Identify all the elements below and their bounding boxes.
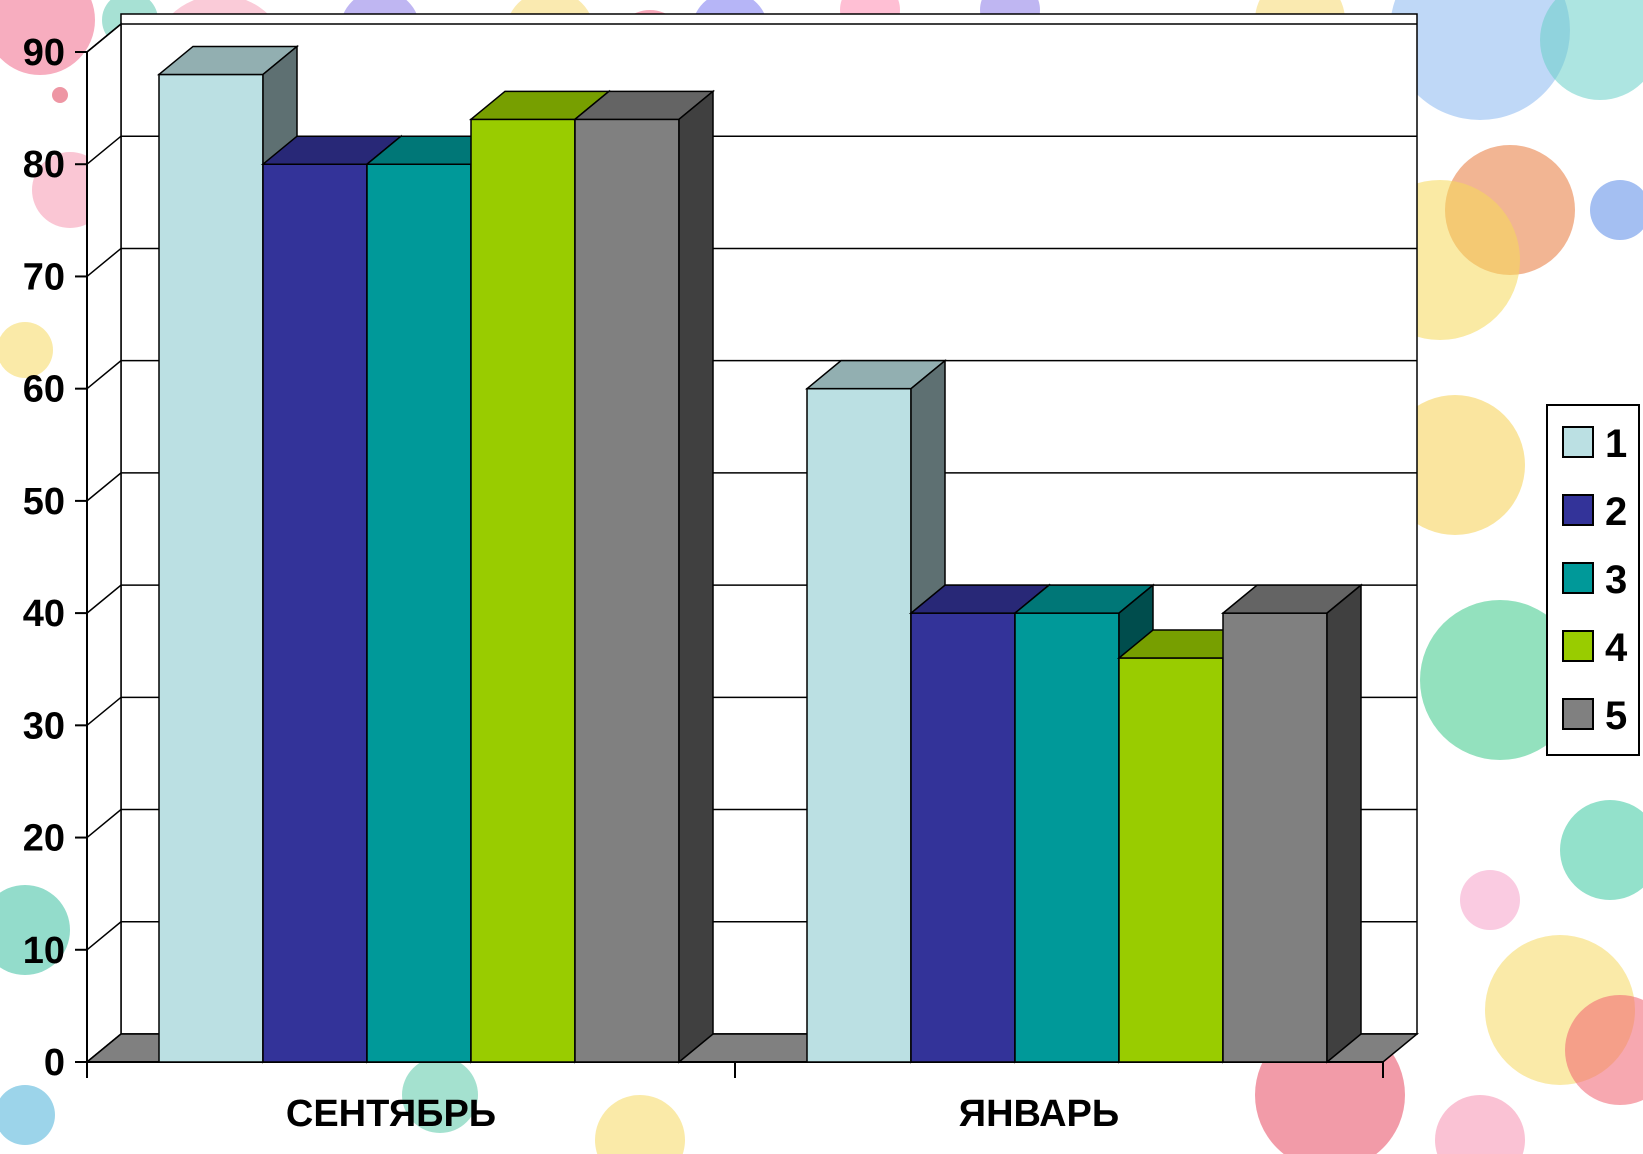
gridline	[86, 472, 1417, 502]
watercolor-dot	[1420, 600, 1580, 760]
x-category-label: ЯНВАРЬ	[959, 1093, 1119, 1135]
legend-label: 5	[1605, 694, 1627, 738]
bars	[156, 44, 1364, 1064]
y-axis-tick-labels: 0 10 20 30 40 50 60 70 80 90	[23, 32, 65, 1084]
watercolor-dot	[402, 1057, 478, 1133]
bar-front	[910, 612, 1016, 1063]
bar-side	[1326, 583, 1362, 1064]
bar-front	[262, 163, 368, 1063]
watercolor-dot	[1560, 800, 1643, 900]
watercolor-dot	[0, 885, 70, 975]
bar-front	[574, 118, 680, 1063]
watercolor-dot	[0, 322, 53, 378]
x-axis-category-labels: СЕНТЯБРЬ ЯНВАРЬ	[286, 1093, 1119, 1135]
bar-front	[158, 73, 264, 1063]
gridline	[86, 359, 1417, 390]
watercolor-dot	[0, 1085, 55, 1145]
bar-front	[806, 387, 912, 1063]
legend-label: 2	[1605, 490, 1627, 534]
bar-front	[1222, 612, 1328, 1063]
y-tick-label: 80	[23, 144, 65, 186]
legend: 1 2 3 4 5	[1546, 404, 1640, 756]
watercolor-dot	[1590, 180, 1643, 240]
legend-label: 4	[1605, 626, 1628, 670]
bar-front	[470, 118, 576, 1063]
watercolor-dot	[0, 0, 95, 75]
x-category-label: СЕНТЯБРЬ	[286, 1093, 496, 1135]
y-tick-label: 70	[23, 256, 65, 298]
y-tick-label: 90	[23, 32, 65, 74]
legend-swatch	[1562, 698, 1594, 730]
legend-label: 3	[1605, 558, 1627, 602]
watercolor-dot	[52, 87, 68, 103]
watercolor-dot	[1565, 995, 1643, 1105]
y-tick-label: 30	[23, 705, 65, 747]
y-tick-label: 10	[23, 930, 65, 972]
gridline	[86, 23, 1417, 53]
y-tick-label: 60	[23, 369, 65, 411]
bar-СЕНТЯБРЬ-series-5	[572, 89, 716, 1064]
y-tick-label: 50	[23, 481, 65, 523]
gridline	[86, 135, 1417, 165]
watercolor-dot	[1390, 0, 1570, 120]
y-tick-label: 0	[44, 1042, 65, 1084]
legend-label: 1	[1605, 422, 1627, 466]
legend-swatch	[1562, 630, 1594, 662]
legend-swatch	[1562, 562, 1594, 594]
legend-swatch	[1562, 494, 1594, 526]
y-tick-label: 40	[23, 593, 65, 635]
plot-side-wall	[86, 22, 122, 1064]
watercolor-dot	[1540, 0, 1643, 100]
watercolor-dot	[1435, 1095, 1525, 1154]
watercolor-dot	[595, 1095, 685, 1154]
watercolor-dot	[1385, 395, 1525, 535]
y-tick-label: 20	[23, 818, 65, 860]
legend-swatch	[1562, 426, 1594, 458]
bar-front	[366, 163, 472, 1063]
watercolor-dot	[1460, 870, 1520, 930]
bar-ЯНВАРЬ-series-5	[1220, 583, 1364, 1064]
gridline	[86, 247, 1417, 278]
bar-front	[1014, 612, 1120, 1063]
bar-side	[678, 89, 714, 1064]
bar-front	[1118, 657, 1224, 1063]
